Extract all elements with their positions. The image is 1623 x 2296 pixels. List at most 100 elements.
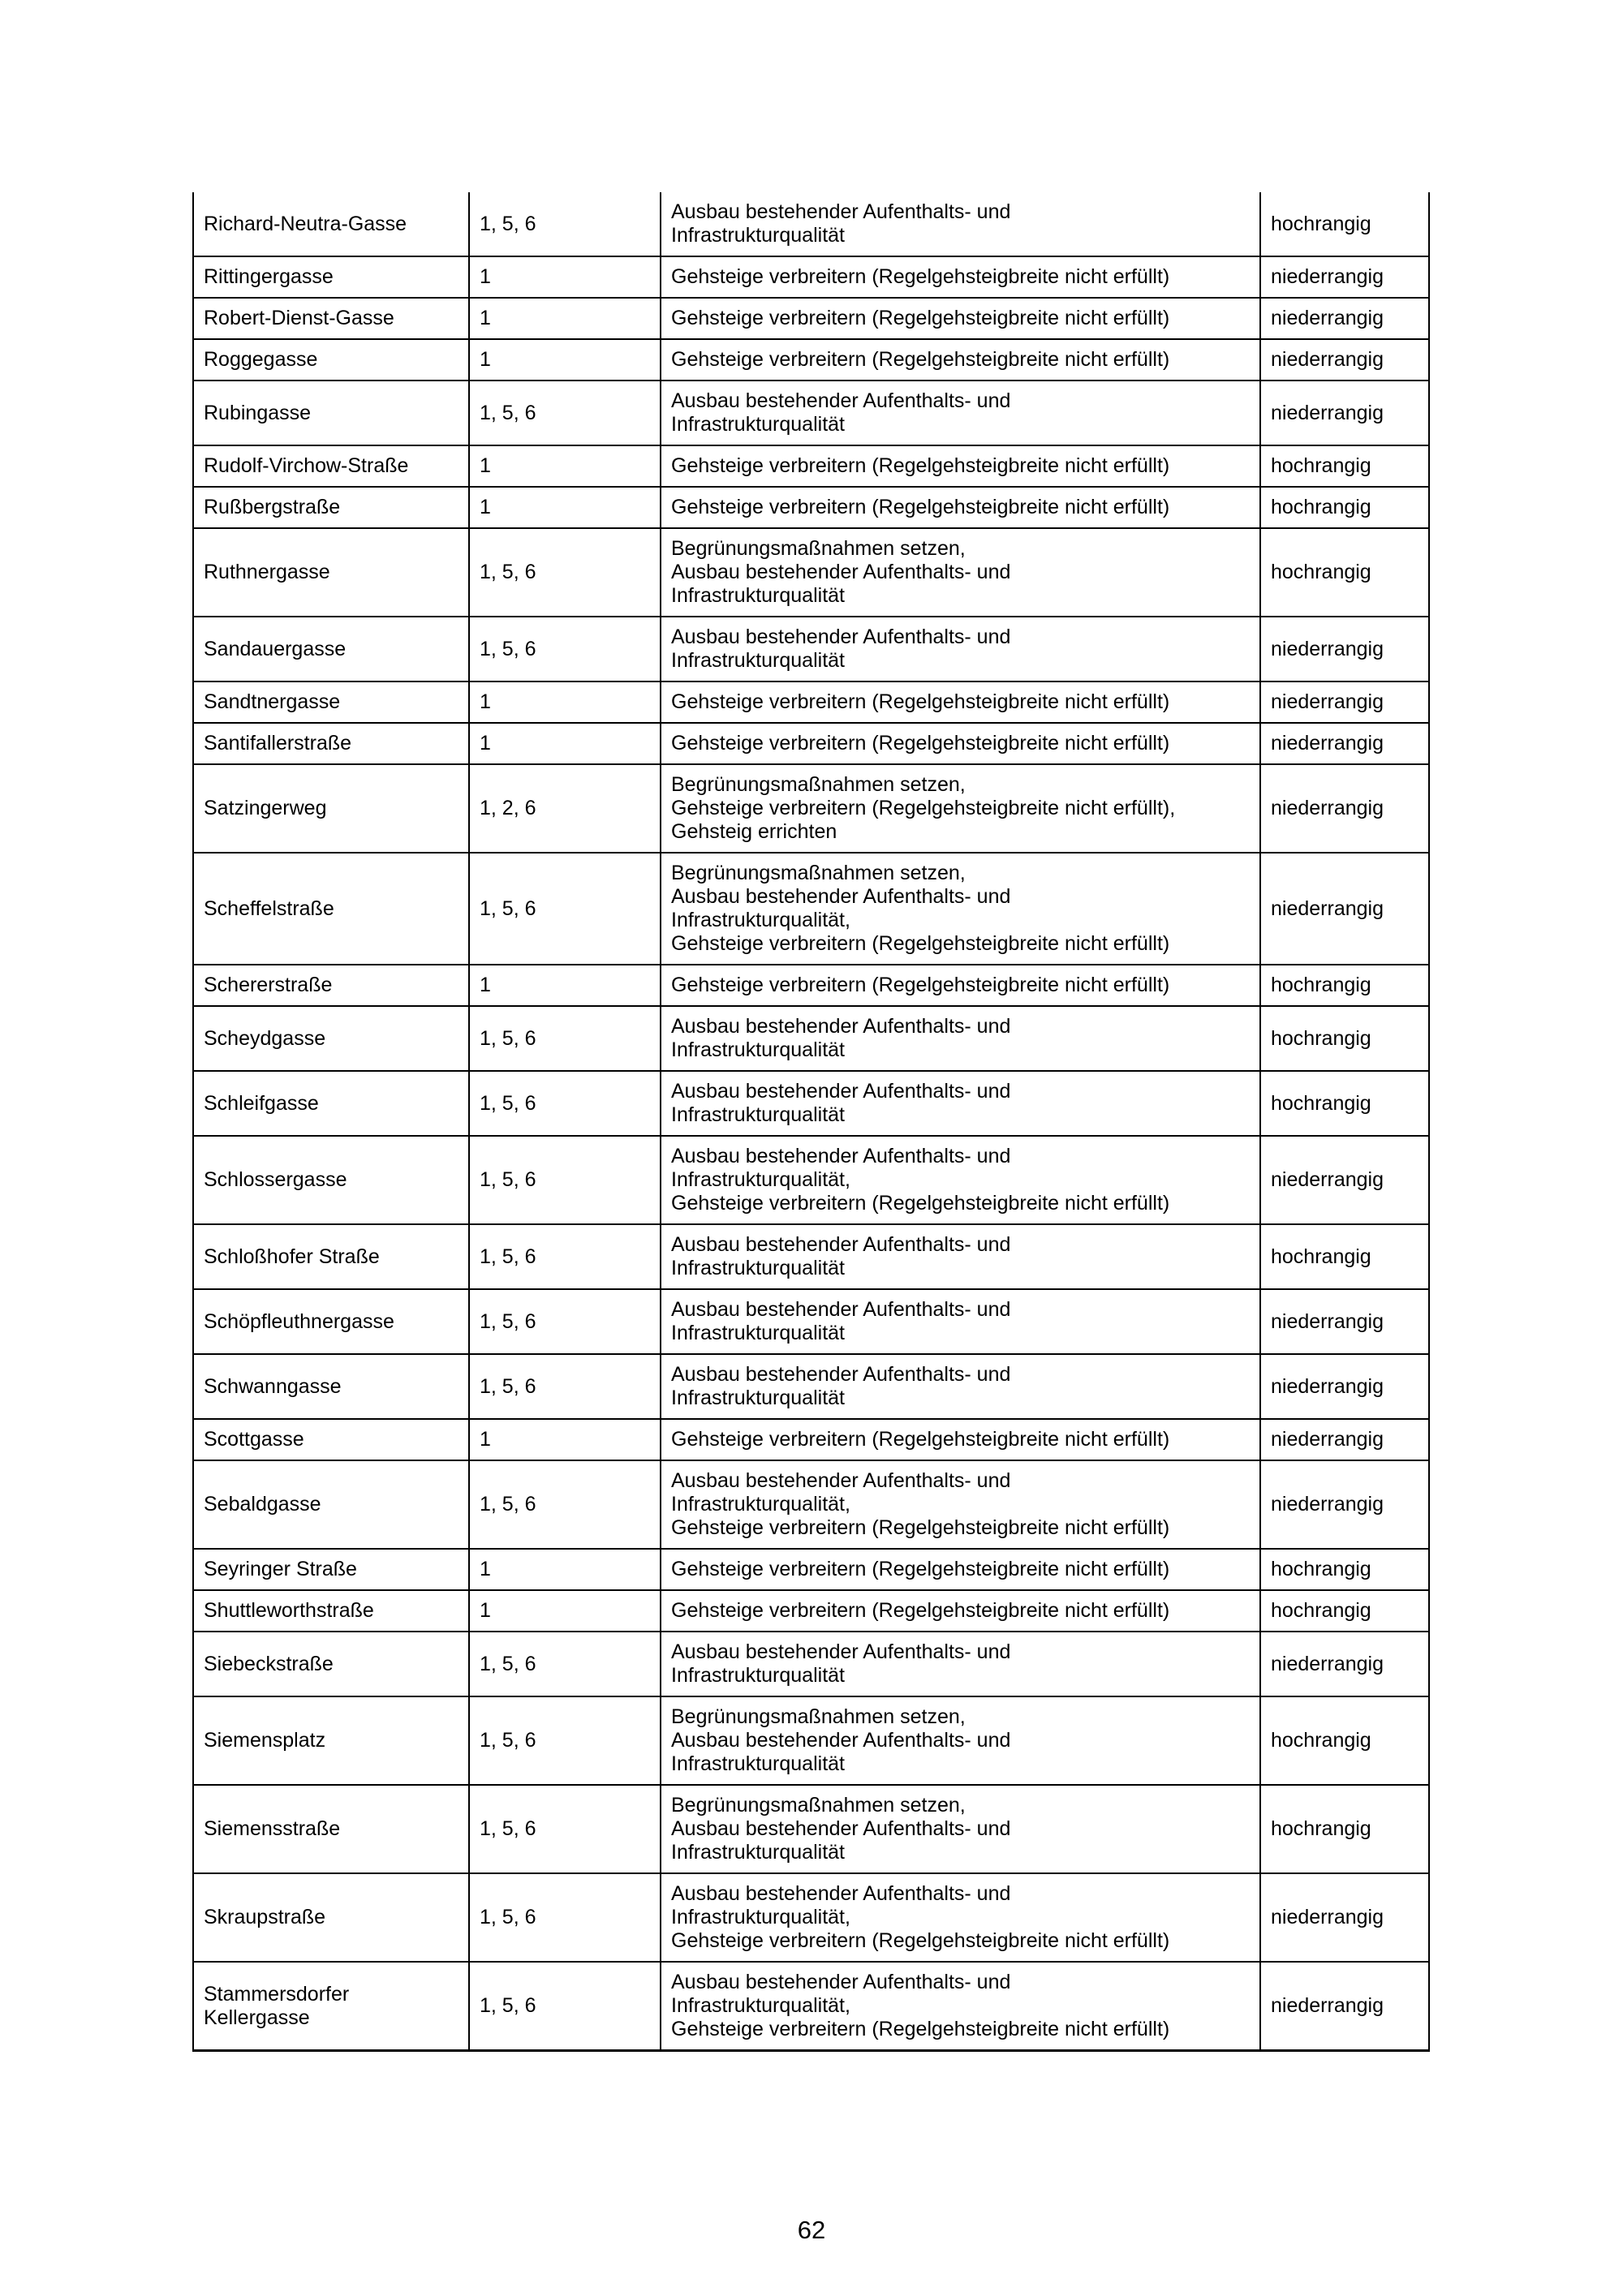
table-row: Schleifgasse 1, 5, 6 Ausbau bestehender Au…: [192, 1070, 1430, 1137]
priority-cell: niederrangig: [1259, 1872, 1430, 1963]
table-row: Roggegasse 1 Gehsteige verbreitern (Regelg…: [192, 338, 1430, 381]
street-cell: Schwanngasse: [192, 1353, 470, 1420]
numbers-cell: 1, 5, 6: [468, 1784, 661, 1874]
measure-line: Infrastrukturqualität: [671, 224, 845, 247]
measure-line: Gehsteige verbreitern (Regelgehsteigbrei…: [671, 1428, 1170, 1451]
numbers-cell: 1, 5, 6: [468, 1631, 661, 1697]
measures-cell: Ausbau bestehender Aufenthalts- und Infra…: [660, 616, 1261, 682]
street-cell: Sandauergasse: [192, 616, 470, 682]
measure-line: Gehsteige verbreitern (Regelgehsteigbrei…: [671, 974, 1170, 996]
measures-cell: Ausbau bestehender Aufenthalts- und Infra…: [660, 1135, 1261, 1225]
measure-line: Ausbau bestehender Aufenthalts- und: [671, 1882, 1011, 1905]
measure-line: Gehsteige verbreitern (Regelgehsteigbrei…: [671, 496, 1170, 518]
measure-line: Ausbau bestehender Aufenthalts- und: [671, 1817, 1011, 1840]
measures-cell: Begrünungsmaßnahmen setzen, Gehsteige ver…: [660, 763, 1261, 853]
numbers-cell: 1, 2, 6: [468, 763, 661, 853]
numbers-cell: 1, 5, 6: [468, 852, 661, 965]
table-row: Schwanngasse 1, 5, 6 Ausbau bestehender Au…: [192, 1353, 1430, 1420]
priority-cell: hochrangig: [1259, 1548, 1430, 1591]
street-cell: Siebeckstraße: [192, 1631, 470, 1697]
measure-line: Infrastrukturqualität: [671, 1841, 845, 1864]
numbers-cell: 1, 5, 6: [468, 1353, 661, 1420]
numbers-cell: 1: [468, 256, 661, 299]
measure-line: Gehsteige verbreitern (Regelgehsteigbrei…: [671, 265, 1170, 288]
measure-line: Ausbau bestehender Aufenthalts- und: [671, 1729, 1011, 1752]
table-row: Siebeckstraße 1, 5, 6 Ausbau bestehender A…: [192, 1631, 1430, 1697]
priority-cell: niederrangig: [1259, 1288, 1430, 1355]
street-cell: Schererstraße: [192, 964, 470, 1007]
measures-cell: Ausbau bestehender Aufenthalts- und Infra…: [660, 192, 1261, 257]
street-cell: Robert-Dienst-Gasse: [192, 297, 470, 340]
measures-cell: Ausbau bestehender Aufenthalts- und Infra…: [660, 1872, 1261, 1963]
measure-line: Begrünungsmaßnahmen setzen,: [671, 1794, 966, 1817]
measure-line: Ausbau bestehender Aufenthalts- und: [671, 1971, 1011, 1993]
measure-line: Gehsteige verbreitern (Regelgehsteigbrei…: [671, 1599, 1170, 1622]
measures-cell: Ausbau bestehender Aufenthalts- und Infra…: [660, 1288, 1261, 1355]
measure-line: Ausbau bestehender Aufenthalts- und: [671, 1363, 1011, 1386]
measures-cell: Ausbau bestehender Aufenthalts- und Infra…: [660, 1353, 1261, 1420]
measures-cell: Gehsteige verbreitern (Regelgehsteigbrei…: [660, 681, 1261, 724]
measure-line: Begrünungsmaßnahmen setzen,: [671, 862, 966, 884]
priority-cell: niederrangig: [1259, 763, 1430, 853]
table-row: Sandtnergasse 1 Gehsteige verbreitern (Reg…: [192, 681, 1430, 724]
numbers-cell: 1, 5, 6: [468, 1005, 661, 1072]
priority-cell: niederrangig: [1259, 1961, 1430, 2052]
numbers-cell: 1: [468, 338, 661, 381]
measures-cell: Gehsteige verbreitern (Regelgehsteigbrei…: [660, 1548, 1261, 1591]
measure-line: Infrastrukturqualität,: [671, 1906, 850, 1928]
priority-cell: hochrangig: [1259, 1005, 1430, 1072]
priority-cell: niederrangig: [1259, 338, 1430, 381]
table-row: Scheydgasse 1, 5, 6 Ausbau bestehender Auf…: [192, 1005, 1430, 1072]
table-row: Ruthnergasse 1, 5, 6 Begrünungsmaßnahmen s…: [192, 527, 1430, 617]
measure-line: Infrastrukturqualität: [671, 1322, 845, 1344]
measures-cell: Gehsteige verbreitern (Regelgehsteigbrei…: [660, 964, 1261, 1007]
numbers-cell: 1: [468, 486, 661, 529]
measure-line: Infrastrukturqualität,: [671, 909, 850, 931]
measure-line: Infrastrukturqualität: [671, 1038, 845, 1061]
numbers-cell: 1, 5, 6: [468, 1070, 661, 1137]
numbers-cell: 1: [468, 722, 661, 765]
measures-cell: Ausbau bestehender Aufenthalts- und Infra…: [660, 1223, 1261, 1290]
measure-line: Ausbau bestehender Aufenthalts- und: [671, 561, 1011, 583]
priority-cell: niederrangig: [1259, 380, 1430, 446]
table-row: Schlossergasse 1, 5, 6 Ausbau bestehender …: [192, 1135, 1430, 1225]
measure-line: Gehsteige verbreitern (Regelgehsteigbrei…: [671, 932, 1170, 955]
street-cell: Schleifgasse: [192, 1070, 470, 1137]
measures-cell: Ausbau bestehender Aufenthalts- und Infra…: [660, 1070, 1261, 1137]
street-cell: Shuttleworthstraße: [192, 1589, 470, 1632]
numbers-cell: 1: [468, 297, 661, 340]
street-cell: Satzingerweg: [192, 763, 470, 853]
priority-cell: niederrangig: [1259, 1353, 1430, 1420]
street-cell: Schöpfleuthnergasse: [192, 1288, 470, 1355]
table-row: Scottgasse 1 Gehsteige verbreitern (Regelg…: [192, 1418, 1430, 1461]
numbers-cell: 1, 5, 6: [468, 1288, 661, 1355]
table-row: Schöpfleuthnergasse 1, 5, 6 Ausbau bestehe…: [192, 1288, 1430, 1355]
priority-cell: niederrangig: [1259, 1135, 1430, 1225]
priority-cell: hochrangig: [1259, 1696, 1430, 1786]
table-row: Santifallerstraße 1 Gehsteige verbreitern …: [192, 722, 1430, 765]
measure-line: Gehsteige verbreitern (Regelgehsteigbrei…: [671, 454, 1170, 477]
measure-line: Infrastrukturqualität: [671, 1664, 845, 1687]
measures-cell: Ausbau bestehender Aufenthalts- und Infra…: [660, 1631, 1261, 1697]
street-cell: Rubingasse: [192, 380, 470, 446]
measure-line: Infrastrukturqualität: [671, 1103, 845, 1126]
street-cell: Rudolf-Virchow-Straße: [192, 445, 470, 488]
street-cell: Richard-Neutra-Gasse: [192, 192, 470, 257]
numbers-cell: 1, 5, 6: [468, 1223, 661, 1290]
table-row: Siemensplatz 1, 5, 6 Begrünungsmaßnahmen s…: [192, 1696, 1430, 1786]
street-cell: Schlossergasse: [192, 1135, 470, 1225]
street-cell: Scottgasse: [192, 1418, 470, 1461]
measure-line: Gehsteige verbreitern (Regelgehsteigbrei…: [671, 307, 1170, 329]
measure-line: Infrastrukturqualität: [671, 413, 845, 436]
measure-line: Ausbau bestehender Aufenthalts- und: [671, 1469, 1011, 1492]
numbers-cell: 1: [468, 1418, 661, 1461]
table-row: Rubingasse 1, 5, 6 Ausbau bestehender Aufe…: [192, 380, 1430, 446]
street-cell: Rußbergstraße: [192, 486, 470, 529]
priority-cell: hochrangig: [1259, 1784, 1430, 1874]
priority-cell: niederrangig: [1259, 722, 1430, 765]
measure-line: Gehsteige verbreitern (Regelgehsteigbrei…: [671, 732, 1170, 755]
priority-cell: hochrangig: [1259, 1070, 1430, 1137]
measure-line: Gehsteige verbreitern (Regelgehsteigbrei…: [671, 1192, 1170, 1215]
numbers-cell: 1: [468, 445, 661, 488]
measure-line: Ausbau bestehender Aufenthalts- und: [671, 200, 1011, 223]
